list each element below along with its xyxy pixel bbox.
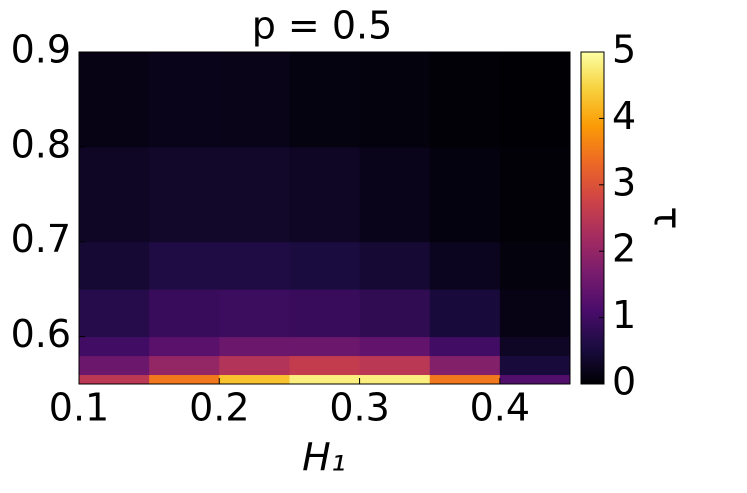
heat-cell [219, 289, 290, 338]
colorbar [580, 51, 605, 385]
y-tick-label: 0.8 [11, 122, 71, 166]
y-tick-label: 0.6 [11, 312, 71, 356]
heat-cell [79, 241, 150, 290]
heat-cell [499, 289, 571, 338]
colorbar-tick-label: 3 [612, 160, 636, 204]
heat-cell [149, 52, 220, 148]
heat-cell [79, 289, 150, 338]
heat-cell [289, 52, 361, 148]
colorbar-tick-label: 4 [612, 94, 636, 138]
heat-cell [149, 146, 220, 243]
heat-cell [289, 336, 361, 357]
heat-cell [499, 52, 571, 148]
heat-cell [79, 374, 150, 385]
heat-cell [79, 336, 150, 357]
heat-cell [429, 241, 501, 290]
colorbar-label: τ [646, 207, 690, 230]
heat-cell [359, 146, 431, 243]
heat-cell [429, 289, 501, 338]
heat-cell [359, 289, 431, 338]
heat-cell [219, 355, 290, 376]
heat-cell [219, 146, 290, 243]
heat-cell [219, 52, 290, 148]
heat-cell [289, 355, 361, 376]
heat-cell [499, 146, 571, 243]
heat-cell [219, 241, 290, 290]
colorbar-tick-label: 2 [612, 227, 636, 271]
heat-cell [429, 355, 501, 376]
heat-cell [149, 289, 220, 338]
heat-cell [499, 241, 571, 290]
heat-cell [149, 374, 220, 385]
heat-cell [429, 374, 501, 385]
x-tick-label: 0.3 [329, 386, 389, 430]
colorbar-tick-label: 0 [612, 360, 636, 404]
heat-cell [149, 355, 220, 376]
heat-cell [289, 374, 361, 385]
heat-cell [499, 355, 571, 376]
chart-title: p = 0.5 [252, 4, 393, 48]
heat-cell [429, 336, 501, 357]
x-tick-label: 0.2 [189, 386, 249, 430]
x-tick-label: 0.4 [470, 386, 530, 430]
heat-cell [359, 374, 431, 385]
heat-cell [79, 52, 150, 148]
heat-cell [359, 336, 431, 357]
heat-cell [79, 355, 150, 376]
heat-cell [359, 52, 431, 148]
heat-cell [289, 241, 361, 290]
heat-cell [499, 336, 571, 357]
x-tick-label: 0.1 [49, 386, 109, 430]
heat-cell [289, 146, 361, 243]
heat-cell [79, 146, 150, 243]
heat-cell [359, 241, 431, 290]
colorbar-tick-label: 5 [612, 28, 636, 72]
heat-cell [149, 241, 220, 290]
plot-frame [78, 51, 571, 385]
heat-cell [499, 374, 571, 385]
y-tick-label: 0.7 [11, 217, 71, 261]
heat-cell [429, 146, 501, 243]
x-axis-label: H₁ [302, 436, 346, 480]
heat-cell [149, 336, 220, 357]
colorbar-tick-label: 1 [612, 293, 636, 337]
heat-cell [359, 355, 431, 376]
heat-cell [219, 374, 290, 385]
heat-cell [429, 52, 501, 148]
y-tick-label: 0.9 [11, 28, 71, 72]
heat-cell [219, 336, 290, 357]
heat-cell [289, 289, 361, 338]
